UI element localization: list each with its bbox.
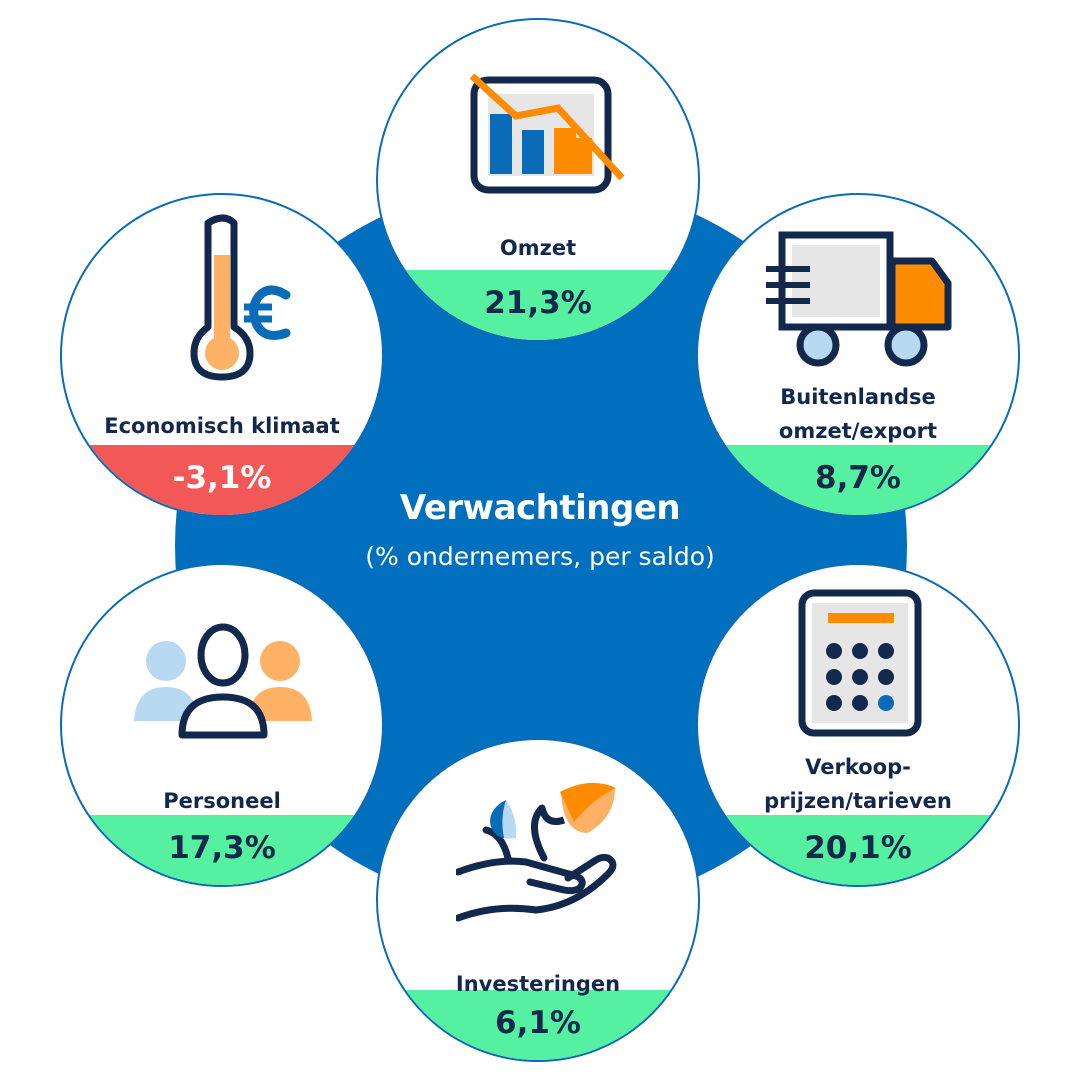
value-band <box>378 270 698 340</box>
value-band <box>378 990 698 1060</box>
card-omzet: Omzet 21,3% <box>376 18 700 342</box>
diagram-subtitle: (% ondernemers, per saldo) <box>365 542 715 571</box>
card-economisch-klimaat: Economisch klimaat -3,1% <box>60 193 384 517</box>
diagram-title: Verwachtingen <box>399 488 681 528</box>
value-band <box>62 445 382 515</box>
card-label: prijzen/tarieven <box>764 789 952 813</box>
card-label: Verkoop- <box>805 755 911 779</box>
card-label: Buitenlandse <box>780 385 936 409</box>
card-verkoopprijzen: Verkoop- prijzen/tarieven 20,1% <box>696 563 1020 887</box>
card-value: 20,1% <box>804 830 912 866</box>
card-label: Economisch klimaat <box>104 414 340 438</box>
card-value: 17,3% <box>168 830 276 866</box>
calculator-icon <box>798 589 922 737</box>
declining-chart-icon <box>469 73 625 194</box>
card-investeringen: Investeringen 6,1% <box>376 738 700 1062</box>
thermometer-euro-icon <box>190 214 291 381</box>
card-personeel: Personeel 17,3% <box>60 563 384 887</box>
card-value: 6,1% <box>495 1005 581 1041</box>
value-band <box>698 445 1018 515</box>
value-band <box>62 815 382 885</box>
value-band <box>698 815 1018 885</box>
card-label: Investeringen <box>455 972 621 996</box>
card-label: Personeel <box>163 789 281 813</box>
card-buitenlandse-omzet: Buitenlandse omzet/export 8,7% <box>696 193 1020 517</box>
people-icon <box>134 623 312 739</box>
card-value: -3,1% <box>172 460 272 496</box>
delivery-truck-icon <box>766 231 952 367</box>
card-label: Omzet <box>499 236 577 260</box>
card-value: 8,7% <box>815 460 901 496</box>
hand-sprout-icon <box>456 781 618 922</box>
card-label: omzet/export <box>778 419 938 443</box>
card-value: 21,3% <box>484 285 592 321</box>
